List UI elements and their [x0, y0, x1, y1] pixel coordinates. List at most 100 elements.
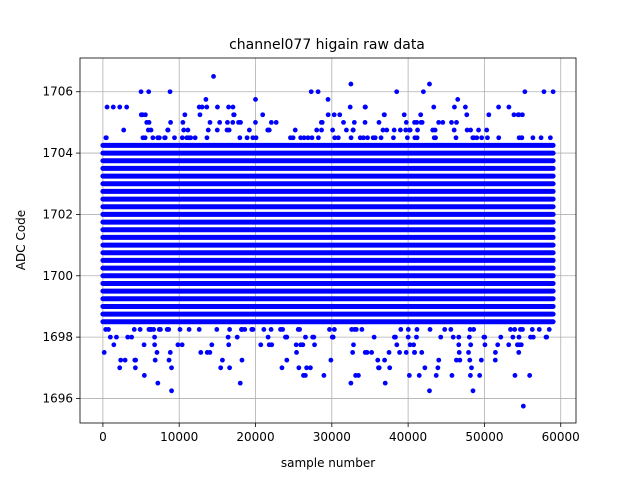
data-point	[508, 327, 513, 332]
data-point	[253, 135, 259, 141]
data-point	[150, 135, 156, 141]
data-point	[152, 357, 158, 363]
data-point	[456, 350, 462, 355]
data-point	[530, 334, 536, 340]
data-point	[304, 365, 310, 371]
data-point	[516, 350, 522, 355]
data-point	[230, 104, 236, 110]
data-point	[352, 327, 357, 332]
data-point	[510, 334, 516, 340]
data-point	[231, 112, 237, 118]
data-point	[121, 127, 127, 133]
data-point	[414, 327, 420, 332]
data-point	[350, 350, 356, 355]
x-tick-label: 60000	[542, 430, 580, 444]
data-point	[394, 342, 400, 348]
data-point	[152, 334, 157, 340]
data-point	[467, 357, 473, 363]
data-point	[477, 373, 483, 378]
data-point	[359, 327, 365, 332]
data-point	[427, 327, 433, 332]
x-tick-label: 50000	[465, 430, 503, 444]
data-point	[104, 104, 110, 110]
data-point	[344, 127, 349, 133]
data-point	[215, 104, 220, 110]
data-point	[398, 327, 404, 332]
data-point	[258, 342, 264, 348]
data-point	[337, 112, 343, 118]
data-point	[329, 334, 335, 340]
data-point	[466, 334, 472, 340]
data-point	[331, 112, 337, 118]
data-point	[451, 127, 457, 133]
data-point	[237, 135, 243, 141]
data-point	[419, 350, 425, 355]
data-point	[162, 135, 168, 141]
data-point	[436, 357, 442, 363]
data-point	[155, 380, 161, 386]
data-point	[482, 342, 488, 348]
data-point	[197, 112, 203, 118]
data-point	[376, 365, 382, 371]
data-point	[547, 135, 553, 141]
data-point	[184, 135, 190, 141]
data-point	[433, 373, 439, 378]
data-point	[404, 135, 410, 141]
chart-title: channel077 higain raw data	[229, 37, 425, 53]
data-point	[450, 334, 456, 340]
data-point	[370, 135, 376, 141]
data-point	[427, 81, 432, 87]
x-tick-label: 10000	[160, 430, 198, 444]
data-point	[269, 342, 275, 348]
data-point	[470, 135, 476, 141]
data-point	[227, 365, 233, 371]
data-point	[364, 350, 370, 355]
y-axis-label: ADC Code	[14, 210, 28, 270]
axis-ticks: 0 10000 20000 30000 40000 50000 60000 1696 1698 1…	[42, 85, 579, 444]
data-point	[290, 135, 296, 141]
data-point	[308, 365, 313, 371]
data-point	[401, 112, 407, 118]
data-point	[118, 357, 124, 363]
y-tick-label: 1704	[42, 146, 73, 160]
data-point	[514, 342, 520, 348]
data-point	[164, 327, 170, 332]
data-point	[353, 373, 359, 378]
data-point	[430, 127, 436, 133]
data-point	[496, 135, 502, 141]
data-point	[516, 112, 522, 118]
data-point	[325, 112, 331, 118]
data-point	[420, 89, 426, 95]
data-point	[321, 373, 327, 378]
data-point	[312, 342, 317, 348]
data-point	[495, 342, 501, 348]
data-point	[511, 112, 517, 118]
data-point	[536, 327, 542, 332]
data-point	[411, 342, 417, 348]
data-point	[474, 135, 480, 141]
data-point	[484, 127, 490, 133]
data-point	[169, 365, 174, 371]
data-point	[177, 327, 183, 332]
data-point	[175, 342, 181, 348]
data-point	[351, 342, 356, 348]
data-point	[117, 104, 123, 110]
data-point	[253, 97, 258, 102]
data-point	[393, 334, 398, 340]
data-point	[209, 342, 215, 348]
data-point	[218, 365, 224, 371]
data-point	[468, 373, 473, 378]
data-point	[418, 112, 424, 118]
data-point	[107, 334, 113, 340]
data-point	[172, 135, 177, 141]
data-point	[166, 357, 172, 363]
data-point	[303, 334, 308, 340]
data-point	[141, 342, 147, 348]
data-point	[376, 120, 382, 125]
data-point	[541, 89, 547, 95]
data-point	[369, 350, 375, 355]
data-point	[234, 334, 240, 340]
data-point	[512, 327, 518, 332]
data-point	[205, 127, 211, 133]
